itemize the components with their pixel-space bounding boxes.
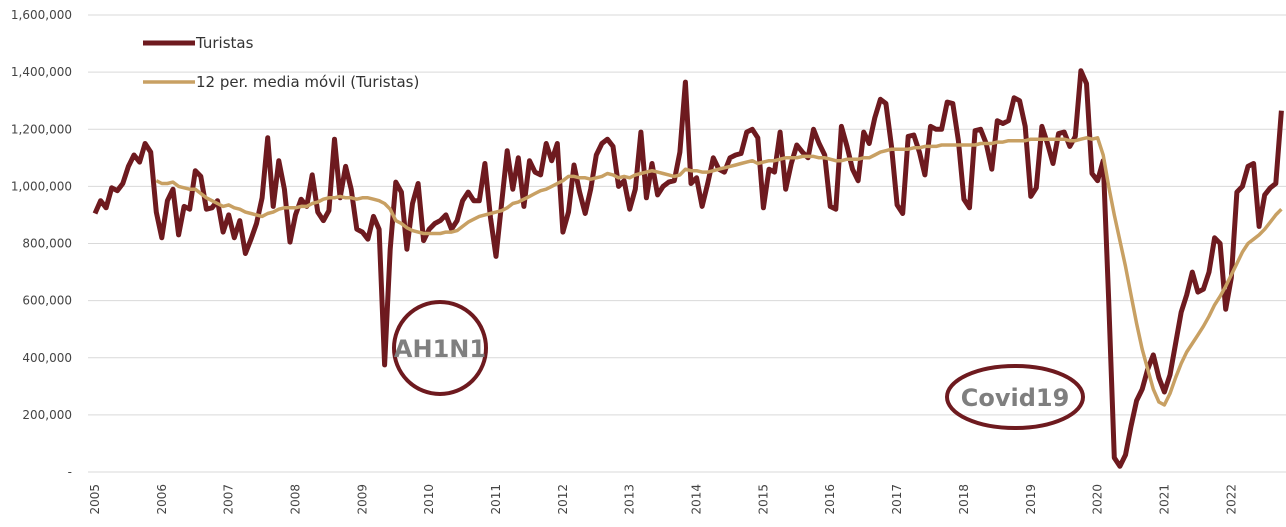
y-tick-label: 1,600,000 bbox=[11, 8, 72, 22]
x-tick-label: 2012 bbox=[556, 484, 570, 515]
annotation: AH1N1 bbox=[394, 335, 486, 363]
y-tick-label: 600,000 bbox=[22, 294, 72, 308]
x-tick-label: 2017 bbox=[890, 484, 904, 515]
y-tick-label: - bbox=[68, 465, 72, 479]
x-tick-label: 2016 bbox=[823, 484, 837, 515]
x-tick-label: 2010 bbox=[422, 484, 436, 515]
x-tick-label: 2022 bbox=[1224, 484, 1238, 515]
x-tick-label: 2009 bbox=[355, 484, 369, 515]
x-tick-label: 2011 bbox=[489, 484, 503, 515]
annotation-circle bbox=[392, 300, 488, 396]
annotation: Covid19 bbox=[961, 384, 1070, 412]
x-tick-label: 2013 bbox=[623, 484, 637, 515]
x-tick-label: 2014 bbox=[690, 484, 704, 515]
y-tick-label: 1,000,000 bbox=[11, 179, 72, 193]
x-tick-label: 2019 bbox=[1024, 484, 1038, 515]
x-tick-label: 2008 bbox=[289, 484, 303, 515]
annotation-ellipse bbox=[945, 364, 1085, 430]
x-tick-label: 2021 bbox=[1157, 484, 1171, 515]
x-tick-label: 2020 bbox=[1091, 484, 1105, 515]
y-tick-label: 1,200,000 bbox=[11, 122, 72, 136]
line-series bbox=[155, 136, 1283, 407]
x-tick-label: 2007 bbox=[222, 484, 236, 515]
x-tick-label: 2015 bbox=[756, 484, 770, 515]
y-tick-label: 800,000 bbox=[22, 237, 72, 251]
y-tick-label: 400,000 bbox=[22, 351, 72, 365]
x-tick-label: 2006 bbox=[155, 484, 169, 515]
line-series bbox=[92, 68, 1284, 469]
plot: - 200,000 400,000 600,000 800,000 1,000,000 1,… bbox=[11, 8, 1286, 515]
x-tick-label: 2018 bbox=[957, 484, 971, 515]
legend-label: 12 per. media móvil (Turistas) bbox=[196, 73, 419, 91]
x-tick-label: 2005 bbox=[88, 484, 102, 515]
y-tick-label: 200,000 bbox=[22, 408, 72, 422]
legend-label: Turistas bbox=[195, 34, 254, 52]
y-tick-label: 1,400,000 bbox=[11, 65, 72, 79]
